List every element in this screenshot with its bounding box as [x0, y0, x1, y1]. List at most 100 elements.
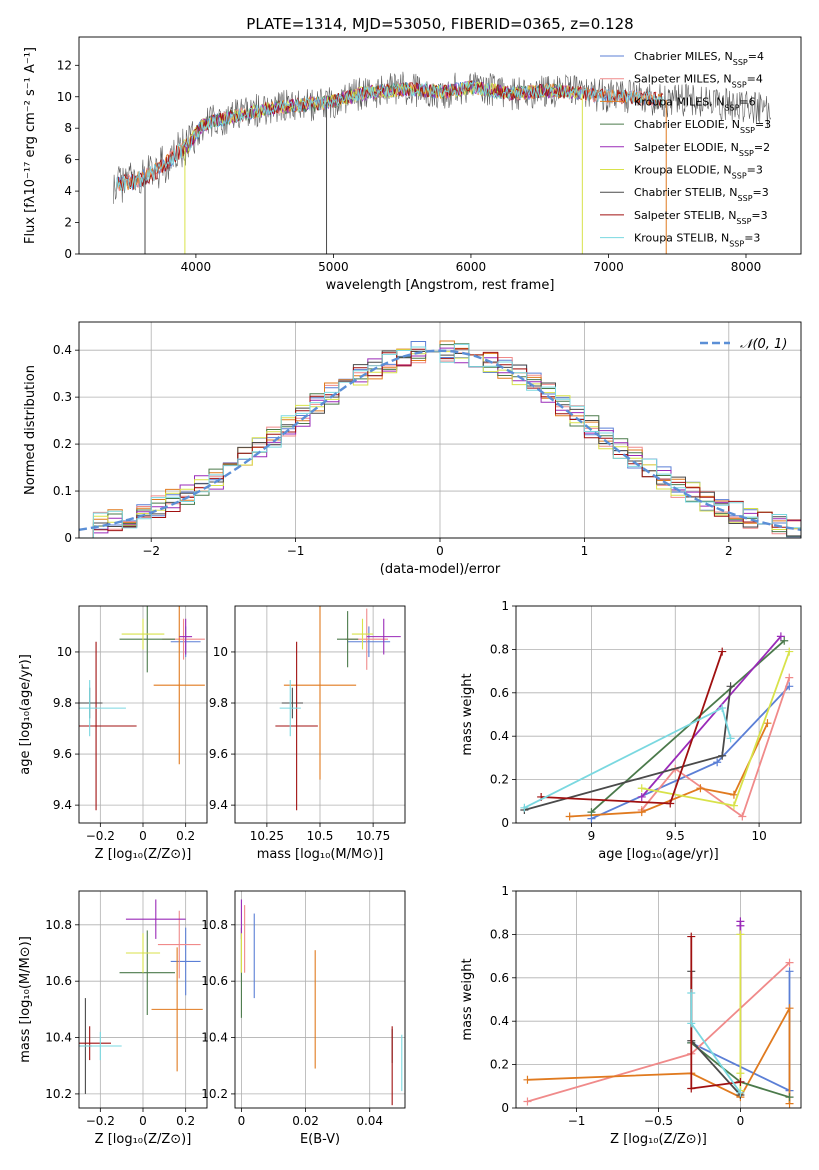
axes-frame	[234, 890, 406, 1109]
y-tick-label: 0.4	[53, 343, 72, 357]
legend-entry: Salpeter ELODIE, NSSP=2	[634, 141, 770, 158]
weight-marker	[637, 808, 646, 817]
weight-marker	[785, 1004, 794, 1013]
weight-marker	[785, 1093, 794, 1102]
y-tick-label: 10.4	[45, 1031, 72, 1045]
x-tick-label: 0	[436, 544, 444, 558]
y-tick-label: 0.2	[490, 773, 509, 787]
weight-marker	[785, 673, 794, 682]
x-axis-label: E(B-V)	[300, 1132, 340, 1147]
x-axis-label: Z [log₁₀(Z/Z⊙)]	[610, 1132, 707, 1147]
axes-frame	[78, 890, 208, 1109]
x-tick-label: 9	[588, 829, 596, 843]
weight-marker	[687, 1084, 696, 1093]
y-tick-label: 9.8	[209, 696, 228, 710]
y-tick-label: 0	[64, 531, 72, 545]
y-tick-label: 0	[501, 816, 509, 830]
x-tick-label: 2	[725, 544, 733, 558]
x-axis-label: age [log₁₀(age/yr)]	[598, 847, 719, 862]
weight-marker	[687, 1019, 696, 1028]
weight-marker	[696, 784, 705, 793]
y-tick-label: 0.8	[490, 927, 509, 941]
weight-line-1	[641, 677, 791, 818]
weight-marker	[718, 751, 727, 760]
legend-entry: Kroupa ELODIE, NSSP=3	[634, 164, 763, 181]
weight-marker	[587, 808, 596, 817]
y-tick-label: 10.4	[201, 1031, 228, 1045]
y-tick-label: 1	[501, 884, 509, 898]
y-tick-label: 10.6	[201, 974, 228, 988]
x-tick-label: −0.2	[86, 1114, 115, 1128]
weight-marker	[736, 1077, 745, 1086]
y-tick-label: 0.8	[490, 642, 509, 656]
weight-marker	[736, 921, 745, 930]
plot-area	[79, 899, 203, 1094]
x-tick-label: −1	[568, 1114, 586, 1128]
panel-mass-vs-Z: −0.2 0 0.2 10.2 10.4 10.6 10.8 Z [log₁₀(Z/Z⊙)] m…	[18, 890, 208, 1147]
panel-age-vs-Z: −0.2 0 0.2 9.4 9.6 9.8 10 Z [log₁₀(Z/Z⊙)] age [l…	[18, 605, 208, 862]
y-tick-label: 0.6	[490, 971, 509, 985]
x-axis-label: wavelength [Angstrom, rest frame]	[326, 278, 555, 293]
axes-frame	[515, 890, 802, 1109]
x-tick-label: 10.75	[356, 829, 390, 843]
y-tick-label: 4	[64, 184, 72, 198]
y-tick-label: 0.6	[490, 686, 509, 700]
x-tick-label: 9.5	[666, 829, 685, 843]
y-tick-label: 10.8	[45, 918, 72, 932]
x-axis-label: (data-model)/error	[380, 562, 501, 577]
weight-marker	[729, 790, 738, 799]
y-tick-label: 9.4	[53, 798, 72, 812]
weight-marker	[637, 784, 646, 793]
legend-entry: Kroupa STELIB, NSSP=3	[634, 232, 760, 249]
weight-marker	[776, 632, 785, 641]
weight-marker	[637, 792, 646, 801]
x-axis-label: mass [log₁₀(M/M⊙)]	[257, 847, 384, 862]
y-axis-label: age [log₁₀(age/yr)]	[18, 654, 33, 775]
plot-area	[275, 606, 401, 811]
weight-marker	[718, 703, 727, 712]
axes-frame	[234, 605, 406, 824]
weight-marker	[726, 682, 735, 691]
y-tick-label: 9.8	[53, 696, 72, 710]
y-tick-label: 0.3	[53, 390, 72, 404]
weight-marker	[780, 636, 789, 645]
y-tick-label: 10	[213, 645, 228, 659]
x-tick-label: 0.02	[292, 1114, 319, 1128]
y-axis-label: mass weight	[460, 958, 475, 1040]
weight-marker	[785, 958, 794, 967]
y-tick-label: 0	[501, 1101, 509, 1115]
x-tick-label: 0	[139, 1114, 147, 1128]
x-tick-label: 10	[751, 829, 766, 843]
legend-entry: Chabrier STELIB, NSSP=3	[634, 186, 769, 203]
y-tick-label: 0.2	[53, 437, 72, 451]
weight-marker	[713, 758, 722, 767]
weight-marker	[687, 932, 696, 941]
y-tick-label: 10.2	[201, 1087, 228, 1101]
legend-entry: Salpeter STELIB, NSSP=3	[634, 209, 768, 226]
legend-entry: Chabrier ELODIE, NSSP=3	[634, 118, 771, 135]
panel-weight-vs-age: 9 9.5 10 0 0.2 0.4 0.6 0.8 1 age [log₁₀(age/yr)] m…	[460, 599, 802, 862]
legend-entry: 𝒩(0, 1)	[740, 337, 787, 352]
legend-entry: Salpeter MILES, NSSP=4	[634, 73, 763, 90]
panel-spectrum: 4000 5000 6000 7000 8000 0 2 4 6 8 10 12 wavelength …	[23, 36, 802, 293]
x-tick-label: 0	[737, 1114, 745, 1128]
y-axis-label: mass weight	[460, 673, 475, 755]
y-tick-label: 9.4	[209, 798, 228, 812]
y-tick-label: 0.4	[490, 1014, 509, 1028]
x-tick-label: −0.5	[644, 1114, 673, 1128]
plot-area	[79, 340, 801, 538]
x-tick-label: 5000	[318, 260, 349, 274]
y-tick-label: 6	[64, 153, 72, 167]
x-tick-label: 10.25	[250, 829, 284, 843]
weight-marker	[523, 1097, 532, 1106]
x-tick-label: 0	[238, 1114, 246, 1128]
y-tick-label: 2	[64, 216, 72, 230]
panel-mass-vs-ebv: 0 0.02 0.04 10.2 10.4 10.6 10.8 E(B-V)	[201, 890, 406, 1147]
axes-frame	[78, 321, 802, 539]
weight-marker	[736, 930, 745, 939]
y-tick-label: 10.6	[45, 974, 72, 988]
weight-marker	[736, 1088, 745, 1097]
axes-frame	[515, 605, 802, 824]
figure-title: PLATE=1314, MJD=53050, FIBERID=0365, z=0…	[246, 15, 633, 33]
